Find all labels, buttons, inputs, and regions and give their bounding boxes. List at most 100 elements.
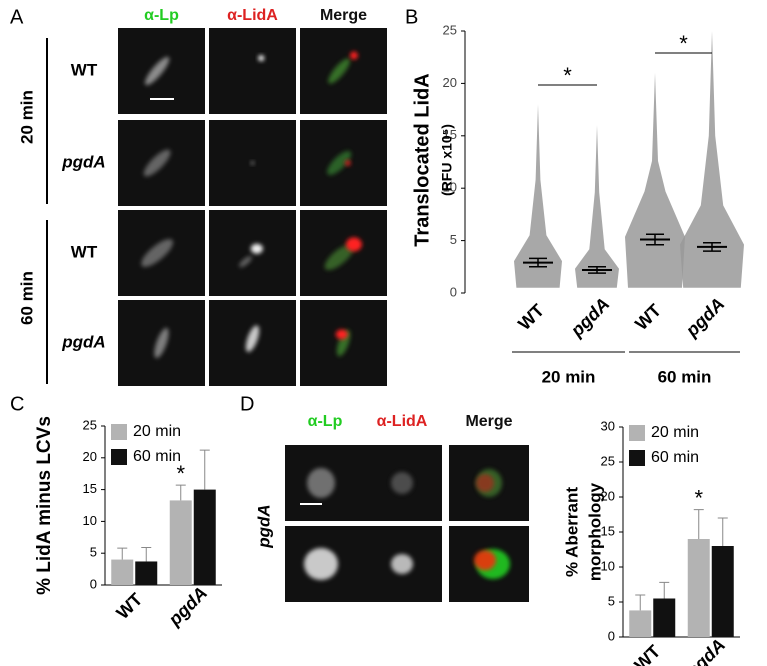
cell [144,56,170,86]
bar [135,561,158,585]
column-header: Merge [465,413,512,430]
x-tick-label: WT [631,300,665,334]
group-label: 60 min [17,271,36,325]
significance-mark: * [563,63,572,88]
row-label: pgdA [254,504,273,548]
scale-bar [150,98,174,100]
dot-cloud [625,72,685,288]
y-tick-label: 15 [601,523,615,538]
group-label: 60 min [658,367,712,386]
cell [327,150,352,176]
y-tick-label: 25 [83,417,97,432]
legend-label: 60 min [651,449,699,466]
cell [344,160,351,166]
micrograph [209,210,296,296]
legend-swatch [629,450,645,466]
cell [328,58,351,84]
y-axis-title: Translocated LidA [411,73,433,246]
cell [239,255,252,268]
cell [154,327,169,359]
bar [193,489,216,585]
column-header: α-Lp [144,7,179,24]
y-tick-label: 20 [443,75,457,90]
bar [169,500,192,585]
bar [653,598,676,637]
row-label: pgdA [61,332,105,351]
row-label: WT [71,242,98,261]
error-bar [529,257,547,268]
column-header: Merge [320,7,367,24]
panel-label: C [10,393,24,415]
cell [250,161,255,165]
panel-label: A [10,6,24,28]
error-bar [635,594,646,611]
y-tick-label: 5 [608,593,615,608]
micrograph [209,28,296,114]
significance-mark: * [679,31,688,56]
error-bar [693,509,704,539]
column-header: α-LidA [227,7,278,24]
y-tick-label: 20 [601,488,615,503]
column-header: α-Lp [308,413,343,430]
significance-mark: * [694,485,703,510]
significance-mark: * [176,461,185,486]
error-bar [717,517,728,546]
cell [391,554,413,574]
y-tick-label: 0 [90,576,97,591]
bar [687,539,710,637]
legend-swatch [111,449,127,465]
y-tick-label: 10 [601,558,615,573]
y-axis-title: (RFU x10⁵) [439,124,455,196]
column-header: α-LidA [377,413,428,430]
scale-bar [300,503,322,505]
cell [335,329,348,340]
legend-label: 20 min [651,424,699,441]
y-tick-label: 0 [608,628,615,643]
x-tick-label: WT [112,589,146,623]
x-tick-label: WT [514,300,548,334]
error-bar [175,484,186,501]
y-tick-label: 10 [83,513,97,528]
panel-label: D [240,393,254,415]
y-tick-label: 0 [450,284,457,299]
cell [324,244,354,271]
dot-cloud [514,104,562,288]
cell [474,550,496,571]
bar [629,610,652,637]
group-label: 20 min [542,367,596,386]
cell [345,237,362,252]
panel-label: B [405,6,418,28]
cell [476,474,494,492]
error-bar [588,266,606,274]
error-bar [659,581,670,599]
legend-label: 20 min [133,423,181,440]
y-tick-label: 25 [601,453,615,468]
error-bar [117,547,128,560]
group-label: 20 min [17,90,36,144]
error-bar [199,449,210,490]
cell [349,51,358,60]
legend-swatch [629,425,645,441]
cell [245,325,260,352]
cell [258,55,265,62]
y-tick-label: 30 [601,418,615,433]
y-tick-label: 10 [443,180,457,195]
x-tick-label: pgdA [164,583,211,630]
x-tick-label: pgdA [566,294,613,341]
y-axis-title: % LidA minus LCVs [34,416,55,595]
dot-cloud [575,125,619,288]
cell [143,149,171,177]
y-tick-label: 5 [90,545,97,560]
dot-cloud [680,31,744,288]
row-label: pgdA [61,152,105,171]
cell [141,239,174,267]
legend-label: 60 min [133,448,181,465]
error-bar [703,241,721,252]
x-tick-label: pgdA [682,635,729,666]
cell [304,548,338,580]
cell [391,472,413,494]
y-axis-title: % Aberrant [562,487,581,577]
bar [711,546,734,637]
y-tick-label: 25 [443,22,457,37]
y-tick-label: 15 [83,481,97,496]
